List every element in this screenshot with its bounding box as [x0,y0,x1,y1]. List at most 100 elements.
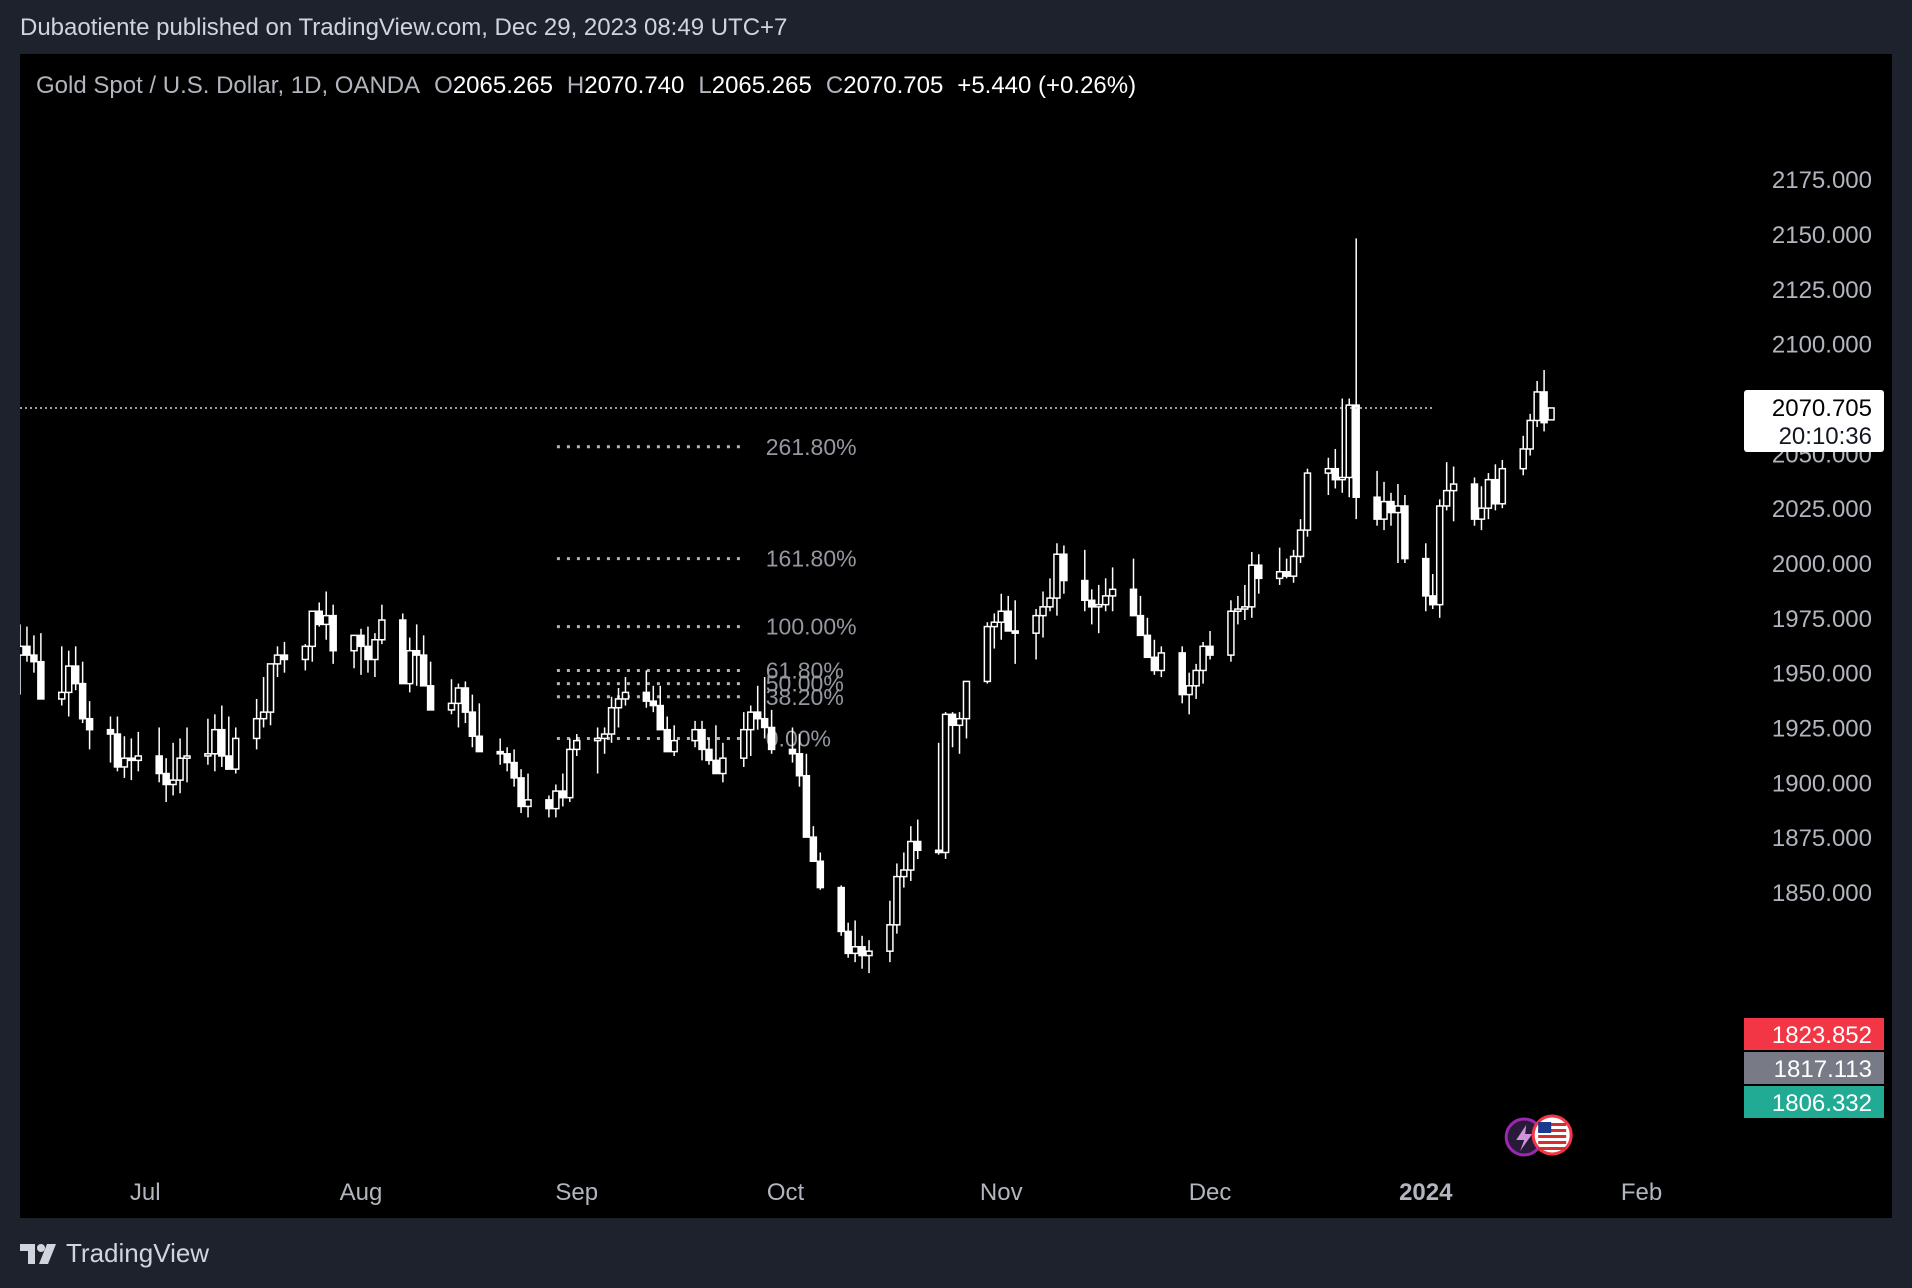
candle-body[interactable] [517,777,525,808]
candle-body[interactable] [566,748,574,799]
candle-body[interactable] [1352,404,1360,498]
candle-body[interactable] [760,717,769,729]
candle-body[interactable] [454,687,463,705]
candle-body[interactable] [767,726,776,751]
candle-body[interactable] [85,717,94,731]
candle-body[interactable] [218,728,226,757]
candle-body[interactable] [412,649,421,656]
candle-body[interactable] [461,687,470,713]
candle-body[interactable] [1484,478,1493,509]
price-tag[interactable] [1744,1086,1884,1118]
candle-body[interactable] [816,860,825,889]
candle-body[interactable] [1108,588,1117,597]
price-tag[interactable] [1744,1052,1884,1084]
candle-body[interactable] [1039,606,1047,617]
candle-body[interactable] [1338,476,1347,481]
candle-body[interactable] [20,645,24,656]
candle-body[interactable] [559,790,567,799]
candle-body[interactable] [169,779,177,786]
candle-body[interactable] [1192,669,1200,687]
candle-body[interactable] [273,654,282,665]
us-flag-icon[interactable] [1531,1114,1573,1156]
candle-body[interactable] [1540,391,1548,424]
candle-body[interactable] [1498,467,1507,505]
candle-body[interactable] [225,755,233,770]
candle-body[interactable] [1303,472,1312,531]
candle-body[interactable] [740,728,748,759]
candle-body[interactable] [364,645,372,661]
candle-body[interactable] [983,625,992,683]
candle-body[interactable] [858,946,866,957]
candle-body[interactable] [1422,557,1430,597]
candle-body[interactable] [1053,553,1061,599]
candle-body[interactable] [1060,553,1068,582]
candle-body[interactable] [698,728,706,751]
candle-body[interactable] [496,750,504,755]
candle-body[interactable] [886,924,894,952]
candle-body[interactable] [955,717,964,727]
candle-body[interactable] [127,757,136,762]
candle-body[interactable] [1275,571,1284,580]
candle-body[interactable] [329,614,337,652]
candle-body[interactable] [426,685,435,711]
candle-body[interactable] [1081,579,1089,602]
candle-body[interactable] [621,691,630,700]
candle-body[interactable] [1387,500,1395,514]
candle-body[interactable] [1491,478,1500,505]
symbol-name[interactable]: Gold Spot / U.S. Dollar, 1D, OANDA [36,72,421,99]
candle-body[interactable] [231,737,240,770]
candle-body[interactable] [1373,496,1381,520]
candle-body[interactable] [837,886,845,933]
candle-body[interactable] [788,748,797,755]
candle-body[interactable] [593,737,602,742]
candle-body[interactable] [266,663,275,713]
candle-body[interactable] [503,753,511,764]
candle-body[interactable] [357,634,365,648]
candle-body[interactable] [1296,529,1305,558]
candle-body[interactable] [1248,564,1256,608]
candle-body[interactable] [378,619,386,641]
candle-body[interactable] [1470,483,1479,520]
candle-body[interactable] [468,711,477,737]
candle-body[interactable] [419,654,428,687]
candle-body[interactable] [851,946,859,955]
candle-body[interactable] [990,621,999,628]
candle-body[interactable] [475,735,484,753]
candle-body[interactable] [1004,610,1012,632]
candle-body[interactable] [1282,571,1291,577]
candle-body[interactable] [914,840,922,852]
candle-body[interactable] [1380,500,1388,520]
candle-body[interactable] [315,610,324,626]
candle-body[interactable] [1136,614,1145,637]
candle-body[interactable] [795,753,804,777]
candle-body[interactable] [614,698,623,709]
candle-body[interactable] [545,799,553,810]
candle-body[interactable] [753,711,762,720]
candle-body[interactable] [1331,467,1340,481]
candle-body[interactable] [1477,507,1486,520]
candle-body[interactable] [1435,505,1444,606]
candle-body[interactable] [1449,483,1458,492]
candle-body[interactable] [1101,595,1110,606]
candle-body[interactable] [1199,645,1207,672]
candle-body[interactable] [1289,555,1298,577]
candle-body[interactable] [1227,610,1235,656]
candle-body[interactable] [1234,608,1242,612]
candle-body[interactable] [1087,599,1096,608]
candle-body[interactable] [1185,685,1193,696]
chart-frame[interactable]: 261.80% 161.80% 100.00% 61.80% 50.00% 38.20% 0… [20,54,1892,1218]
candle-body[interactable] [948,713,957,727]
candle-body[interactable] [962,680,971,720]
price-tag[interactable] [1744,1018,1884,1050]
candle-body[interactable] [113,733,122,768]
candle-body[interactable] [399,619,407,685]
candle-body[interactable] [134,755,143,762]
candlestick-chart[interactable]: 261.80% 161.80% 100.00% 61.80%50.00%38.20% 0… [20,54,1892,1218]
candle-body[interactable] [1157,652,1166,672]
candle-body[interactable] [691,728,699,742]
candle-body[interactable] [893,875,901,926]
candle-body[interactable] [844,930,852,955]
candle-body[interactable] [23,645,31,656]
candle-body[interactable] [1143,634,1152,659]
candle-body[interactable] [350,634,358,652]
